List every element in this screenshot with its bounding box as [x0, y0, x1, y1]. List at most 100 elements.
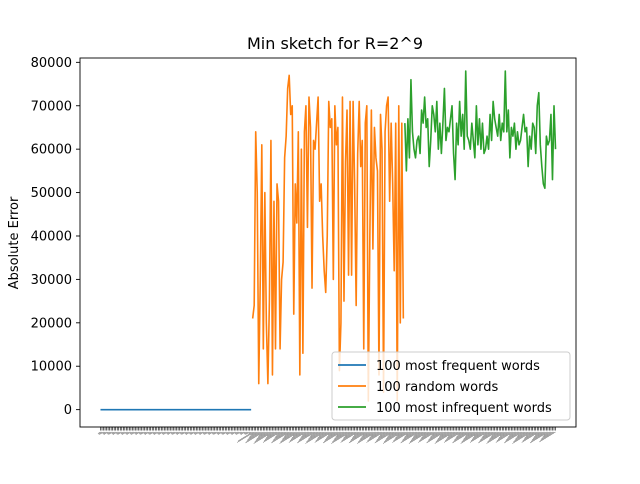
x-tick-label: [377, 431, 389, 439]
x-tick-label: [263, 431, 279, 442]
x-tick-label: [392, 431, 410, 443]
x-tick-label: [471, 431, 485, 440]
x-tick-label: [517, 431, 524, 436]
x-tick-label: [264, 431, 278, 440]
x-tick-label: [439, 431, 447, 436]
x-tick-label: [454, 431, 468, 441]
x-tick-label: [361, 431, 370, 438]
x-tick-label: [180, 431, 185, 435]
x-tick-label: [465, 431, 472, 436]
x-tick-label: [300, 431, 311, 439]
x-tick-label: [170, 431, 174, 434]
x-tick-label: [411, 431, 424, 440]
x-tick-label: [298, 431, 314, 442]
x-tick-label: [507, 431, 518, 439]
x-tick-label: [460, 431, 480, 444]
x-tick-label: [512, 431, 532, 444]
x-tick-label: [190, 431, 195, 435]
y-tick-label: 60000: [31, 143, 72, 158]
x-tick-label: [506, 431, 520, 441]
x-tick-label: [280, 431, 297, 443]
x-tick-label: [394, 431, 407, 440]
x-tick-label: [243, 431, 247, 434]
x-tick-label: [509, 431, 515, 436]
x-tick-label: [112, 431, 118, 435]
x-tick-label: [436, 431, 451, 441]
x-tick-label: [213, 431, 218, 435]
x-tick-label: [498, 431, 509, 438]
x-tick-label: [148, 431, 153, 435]
x-tick-label: [349, 431, 366, 442]
x-tick-label: [272, 431, 288, 442]
x-tick-label: [515, 431, 527, 440]
x-tick-label: [275, 431, 284, 437]
x-tick-label: [125, 431, 130, 435]
x-tick-label: [239, 431, 244, 435]
x-tick-label: [422, 431, 430, 437]
x-tick-label: [470, 431, 486, 442]
x-tick-label: [375, 431, 392, 442]
x-tick-label: [403, 431, 415, 439]
x-tick-label: [143, 431, 147, 434]
x-tick-label: [405, 431, 412, 436]
x-tick-label: [189, 431, 194, 435]
chart-title: Min sketch for R=2^9: [247, 34, 423, 53]
x-tick-label: [461, 431, 479, 443]
x-tick-label: [134, 431, 139, 435]
x-tick-label: [497, 431, 510, 440]
x-tick-label: [120, 431, 124, 434]
x-tick-label: [131, 431, 136, 435]
x-tick-label: [254, 431, 272, 443]
x-tick-label: [388, 431, 395, 436]
x-tick-label: [481, 431, 492, 439]
x-tick-label: [478, 431, 497, 444]
x-tick-label: [382, 431, 402, 444]
x-tick-label: [448, 431, 456, 437]
x-tick-label: [140, 431, 145, 435]
x-tick-label: [234, 431, 238, 434]
x-tick-label: [483, 431, 489, 436]
x-tick-label: [202, 431, 206, 434]
x-tick-label: [162, 431, 167, 435]
x-tick-label: [402, 431, 416, 441]
x-tick-label: [431, 431, 437, 436]
x-tick-label: [443, 431, 462, 443]
x-tick-label: [395, 431, 405, 438]
x-tick-label: [360, 431, 372, 440]
legend-box: [331, 351, 571, 421]
legend-label-2: 100 random words: [376, 380, 498, 395]
x-tick-label: [153, 431, 157, 435]
x-tick-label: [221, 431, 224, 434]
x-tick-label: [107, 431, 112, 435]
x-tick-label: [513, 431, 530, 443]
x-tick-label: [516, 431, 526, 438]
x-tick-label: [370, 431, 378, 437]
x-tick-label: [341, 431, 357, 442]
x-tick-label: [116, 431, 119, 434]
x-tick-label: [195, 431, 200, 435]
x-tick-label: [157, 431, 160, 434]
x-tick-label: [284, 431, 291, 436]
x-tick-label: [428, 431, 442, 441]
x-tick-label: [230, 431, 235, 435]
x-tick-label: [434, 431, 454, 444]
series-line-2: [251, 74, 405, 402]
x-tick-label: [175, 431, 179, 434]
x-tick-label: [185, 431, 191, 435]
x-tick-label: [163, 431, 168, 435]
x-tick-label: [430, 431, 439, 437]
x-tick-label: [179, 431, 183, 434]
x-tick-label: [166, 431, 171, 435]
x-tick-label: [525, 431, 533, 437]
x-tick-label: [482, 431, 491, 437]
x-tick-label: [457, 431, 463, 436]
x-tick-label: [306, 431, 323, 443]
axes-frame: [79, 57, 577, 428]
series-line-3: [404, 70, 557, 190]
x-tick-label: [292, 431, 300, 437]
x-tick-label: [253, 431, 273, 444]
x-tick-label: [362, 431, 369, 436]
y-tick-label: 20000: [31, 316, 72, 331]
x-tick-label: [420, 431, 433, 440]
